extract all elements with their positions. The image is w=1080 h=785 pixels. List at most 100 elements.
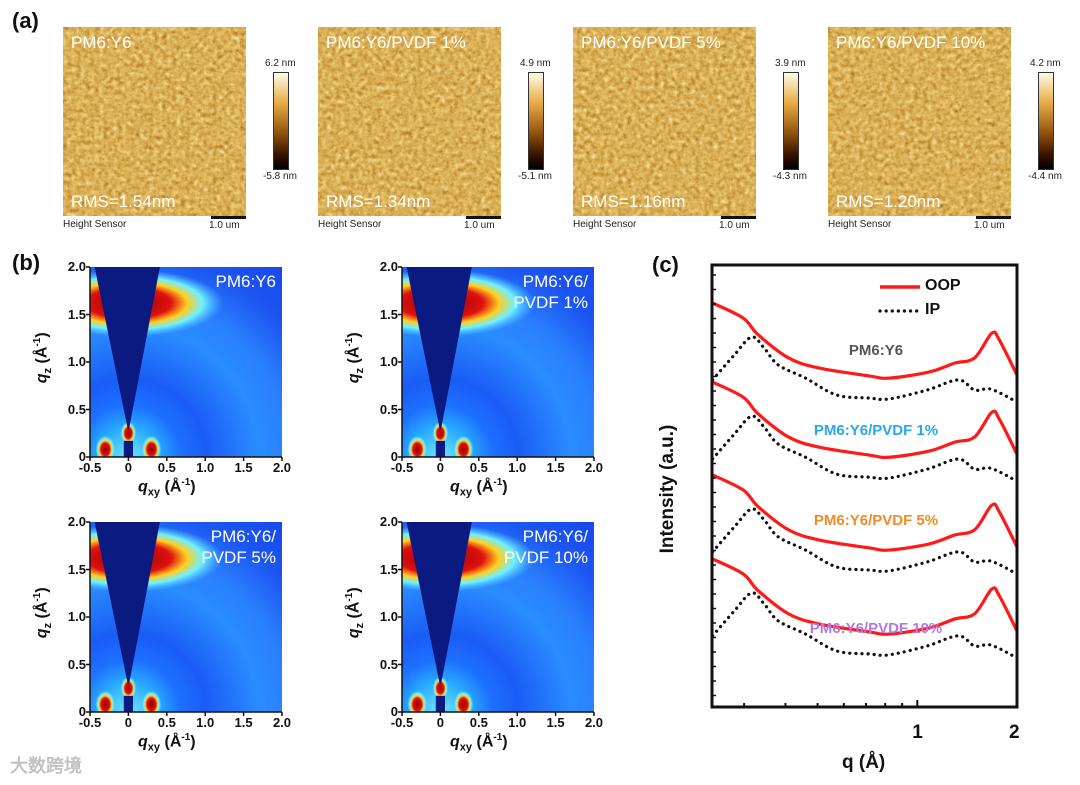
x-tick-label: 1.0 bbox=[196, 715, 215, 730]
x-tick-label: 0 bbox=[124, 460, 132, 475]
y-tick-label: 0 bbox=[390, 449, 398, 464]
afm-image: PM6:Y6/PVDF 5% RMS=1.16nm Height Sensor 1.0… bbox=[573, 27, 807, 231]
colorbar bbox=[528, 72, 544, 170]
series-label: PM6:Y6/PVDF 10% bbox=[809, 620, 943, 637]
lamellar-peak bbox=[432, 676, 449, 701]
afm-rms: RMS=1.34nm bbox=[326, 192, 431, 211]
q-symbol: q bbox=[450, 733, 460, 751]
x-axis-label: qxy (Å-1) bbox=[138, 732, 196, 754]
x-tick-label: 1.0 bbox=[508, 715, 527, 730]
scale-bar-label: 1.0 um bbox=[464, 220, 495, 231]
exponent: -1 bbox=[181, 477, 191, 488]
beamstop bbox=[123, 440, 134, 457]
y-tick-label: 0.5 bbox=[67, 401, 86, 417]
paren: ) bbox=[502, 733, 508, 751]
giwaxs-axes bbox=[398, 521, 595, 716]
x-tick-label: 2.0 bbox=[272, 460, 292, 475]
x-tick-label: -0.5 bbox=[390, 715, 414, 730]
lamellar-peak bbox=[120, 676, 137, 701]
afm-title: PM6:Y6/PVDF 1% bbox=[326, 33, 466, 52]
scale-bar bbox=[721, 216, 756, 219]
y-tick-label: 2.0 bbox=[67, 514, 86, 529]
height-sensor-label: Height Sensor bbox=[318, 219, 382, 230]
missing-wedge bbox=[406, 267, 472, 429]
ip-series-line bbox=[710, 414, 1019, 483]
subscript: xy bbox=[147, 486, 161, 499]
paren: ) bbox=[502, 478, 508, 496]
colorbar bbox=[273, 72, 289, 170]
colorbar-max: 4.2 nm bbox=[1030, 58, 1061, 69]
ip-series-line bbox=[710, 335, 1019, 404]
x-axis-label: qxy (Å-1) bbox=[138, 477, 196, 499]
x-axis-label: qxy (Å-1) bbox=[450, 732, 508, 754]
y-tick-label: 2.0 bbox=[379, 514, 398, 529]
oop-series-line bbox=[711, 380, 1019, 460]
y-tick-label: 1.0 bbox=[379, 609, 398, 624]
scale-bar-label: 1.0 um bbox=[974, 220, 1005, 231]
x-tick-label: 2.0 bbox=[584, 460, 604, 475]
afm-image: PM6:Y6/PVDF 10% RMS=1.20nm Height Sensor 1.… bbox=[828, 27, 1062, 231]
height-sensor-label: Height Sensor bbox=[573, 219, 637, 230]
giwaxs-title: PM6:Y6/ PVDF 5% bbox=[201, 527, 276, 567]
y-tick-label: 0.5 bbox=[379, 656, 398, 672]
y-tick-label: 1.5 bbox=[67, 561, 86, 577]
x-tick-label: 2.0 bbox=[584, 715, 604, 730]
y-tick-label: 0.5 bbox=[67, 656, 86, 672]
y-tick-label: 1.5 bbox=[67, 306, 86, 322]
beamstop bbox=[123, 695, 134, 712]
oop-series-line bbox=[711, 473, 1019, 552]
missing-wedge bbox=[94, 267, 160, 429]
giwaxs-axes bbox=[398, 266, 595, 461]
scale-bar-label: 1.0 um bbox=[209, 220, 240, 231]
colorbar bbox=[1038, 72, 1054, 170]
scale-bar bbox=[211, 216, 246, 219]
unit: (Å bbox=[476, 478, 494, 496]
q-symbol: q bbox=[450, 478, 460, 496]
afm-height-map bbox=[318, 27, 501, 216]
y-tick-label: 0 bbox=[78, 449, 86, 464]
y-tick-label: 1.5 bbox=[379, 561, 398, 577]
scale-bar-label: 1.0 um bbox=[719, 220, 750, 231]
x-tick-label: 0.5 bbox=[157, 460, 176, 475]
afm-height-map bbox=[828, 27, 1011, 216]
x-tick-label: 0.5 bbox=[469, 460, 488, 475]
scale-bar bbox=[466, 216, 501, 219]
x-tick-label: -0.5 bbox=[390, 460, 414, 475]
afm-height-map bbox=[573, 27, 756, 216]
x-tick-label: -0.5 bbox=[78, 715, 102, 730]
giwaxs-title: PM6:Y6/ PVDF 1% bbox=[513, 272, 588, 312]
afm-image: PM6:Y6 RMS=1.54nm Height Sensor 1.0 um 6.2 n… bbox=[63, 27, 297, 231]
exponent: -1 bbox=[181, 732, 191, 743]
plot-frame bbox=[710, 263, 1019, 709]
ip-series-line bbox=[710, 591, 1019, 660]
x-tick-label: 0.5 bbox=[469, 715, 488, 730]
oop-series-line bbox=[711, 301, 1019, 380]
exponent: -1 bbox=[493, 732, 503, 743]
unit: (Å bbox=[476, 733, 494, 751]
x-tick-label: 0 bbox=[436, 460, 444, 475]
colorbar-min: -5.8 nm bbox=[263, 171, 297, 182]
y-tick-label: 0.5 bbox=[379, 401, 398, 417]
paren: ) bbox=[190, 733, 196, 751]
colorbar-max: 3.9 nm bbox=[775, 58, 806, 69]
y-tick-label: 2.0 bbox=[67, 259, 86, 274]
colorbar-min: -5.1 nm bbox=[518, 171, 552, 182]
afm-rms: RMS=1.54nm bbox=[71, 192, 176, 211]
x-tick-label: 1.5 bbox=[546, 715, 565, 730]
x-axis-label: q (Å) bbox=[842, 752, 886, 773]
subscript: xy bbox=[459, 741, 473, 754]
afm-title: PM6:Y6/PVDF 10% bbox=[836, 33, 986, 52]
series-label: PM6:Y6/PVDF 1% bbox=[813, 422, 939, 439]
q-symbol: q bbox=[138, 478, 148, 496]
panel-label-a: (a) bbox=[12, 8, 39, 33]
x-tick-label: 1.0 bbox=[196, 460, 215, 475]
ip-series-line bbox=[710, 507, 1019, 576]
afm-rms: RMS=1.20nm bbox=[836, 192, 941, 211]
legend-ip-label: IP bbox=[925, 301, 941, 318]
y-tick-label: 1.0 bbox=[67, 354, 86, 369]
x-tick-label: 0.5 bbox=[157, 715, 176, 730]
paren: ) bbox=[190, 478, 196, 496]
exponent: -1 bbox=[493, 477, 503, 488]
giwaxs-title: PM6:Y6/ PVDF 10% bbox=[503, 527, 588, 567]
